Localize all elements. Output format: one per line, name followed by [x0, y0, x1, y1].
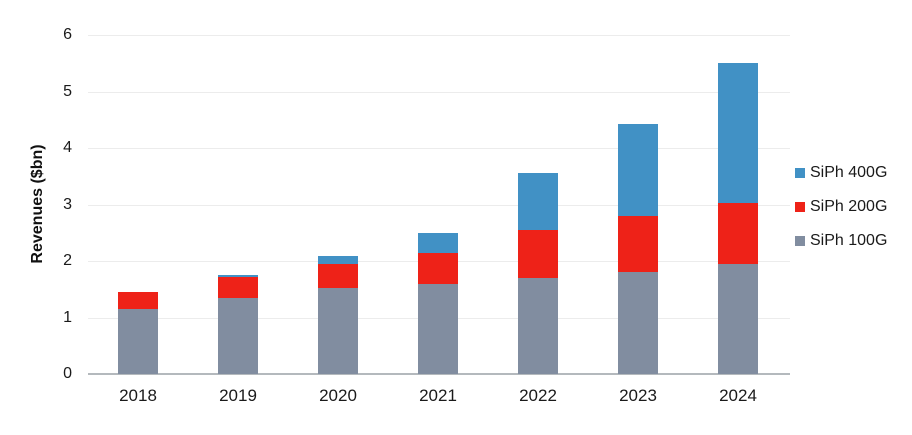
- legend-color-swatch: [795, 167, 805, 178]
- x-tick-label-2019: 2019: [219, 386, 257, 405]
- bar-segment-2022-siph-400g: [518, 173, 558, 230]
- legend-item-siph-200g: SiPh 200G: [795, 196, 887, 217]
- x-tick-label-2020: 2020: [319, 386, 357, 405]
- legend-item-siph-400g: SiPh 400G: [795, 162, 887, 183]
- y-tick-label-1: 1: [63, 308, 72, 326]
- bar-segment-2021-siph-400g: [418, 232, 458, 254]
- legend-color-swatch: [795, 235, 805, 246]
- legend-label: SiPh 400G: [810, 163, 888, 181]
- bar-segment-2024-siph-400g: [718, 63, 758, 203]
- legend-color-swatch: [795, 201, 805, 212]
- bar-segment-2021-siph-200g: [418, 253, 458, 284]
- x-tick-label-2023: 2023: [619, 386, 657, 405]
- bar-segment-2022-siph-100g: [518, 277, 558, 374]
- gridline-5: [88, 91, 790, 93]
- x-tick-label-2021: 2021: [419, 386, 457, 405]
- y-tick-label-5: 5: [63, 82, 72, 100]
- bar-segment-2023-siph-400g: [618, 123, 658, 216]
- legend-label: SiPh 200G: [810, 197, 888, 215]
- x-axis-line: [88, 373, 790, 375]
- y-tick-label-4: 4: [63, 139, 72, 156]
- x-tick-label-2018: 2018: [119, 386, 157, 405]
- legend-label: SiPh 100G: [810, 231, 888, 249]
- y-tick-label-0: 0: [63, 365, 72, 382]
- bar-segment-2021-siph-100g: [418, 283, 458, 374]
- bar-segment-2020-siph-100g: [318, 287, 358, 374]
- x-tick-label-2022: 2022: [519, 386, 557, 405]
- gridline-4: [88, 148, 790, 149]
- y-tick-label-2: 2: [63, 252, 72, 269]
- gridline-6: [88, 35, 790, 36]
- x-tick-label-2024: 2024: [719, 386, 757, 405]
- bar-segment-2024-siph-200g: [718, 202, 758, 265]
- legend: SiPh 400G SiPh 200G SiPh 100G: [795, 162, 887, 264]
- y-tick-label-3: 3: [63, 195, 72, 213]
- bar-segment-2022-siph-200g: [518, 229, 558, 278]
- bar-segment-2023-siph-200g: [618, 215, 658, 273]
- bar-segment-2019-siph-200g: [218, 276, 258, 298]
- y-tick-label-6: 6: [63, 26, 72, 43]
- bar-segment-2023-siph-100g: [618, 272, 658, 374]
- bar-segment-2018-siph-200g: [118, 292, 158, 309]
- bar-segment-2020-siph-200g: [318, 263, 358, 288]
- bar-segment-2018-siph-100g: [118, 309, 158, 374]
- legend-item-siph-100g: SiPh 100G: [795, 230, 887, 251]
- bar-segment-2019-siph-400g: [218, 275, 258, 277]
- bar-segment-2024-siph-100g: [718, 264, 758, 374]
- gridline-3: [88, 204, 790, 206]
- bar-segment-2019-siph-100g: [218, 297, 258, 374]
- bar-segment-2020-siph-400g: [318, 256, 358, 264]
